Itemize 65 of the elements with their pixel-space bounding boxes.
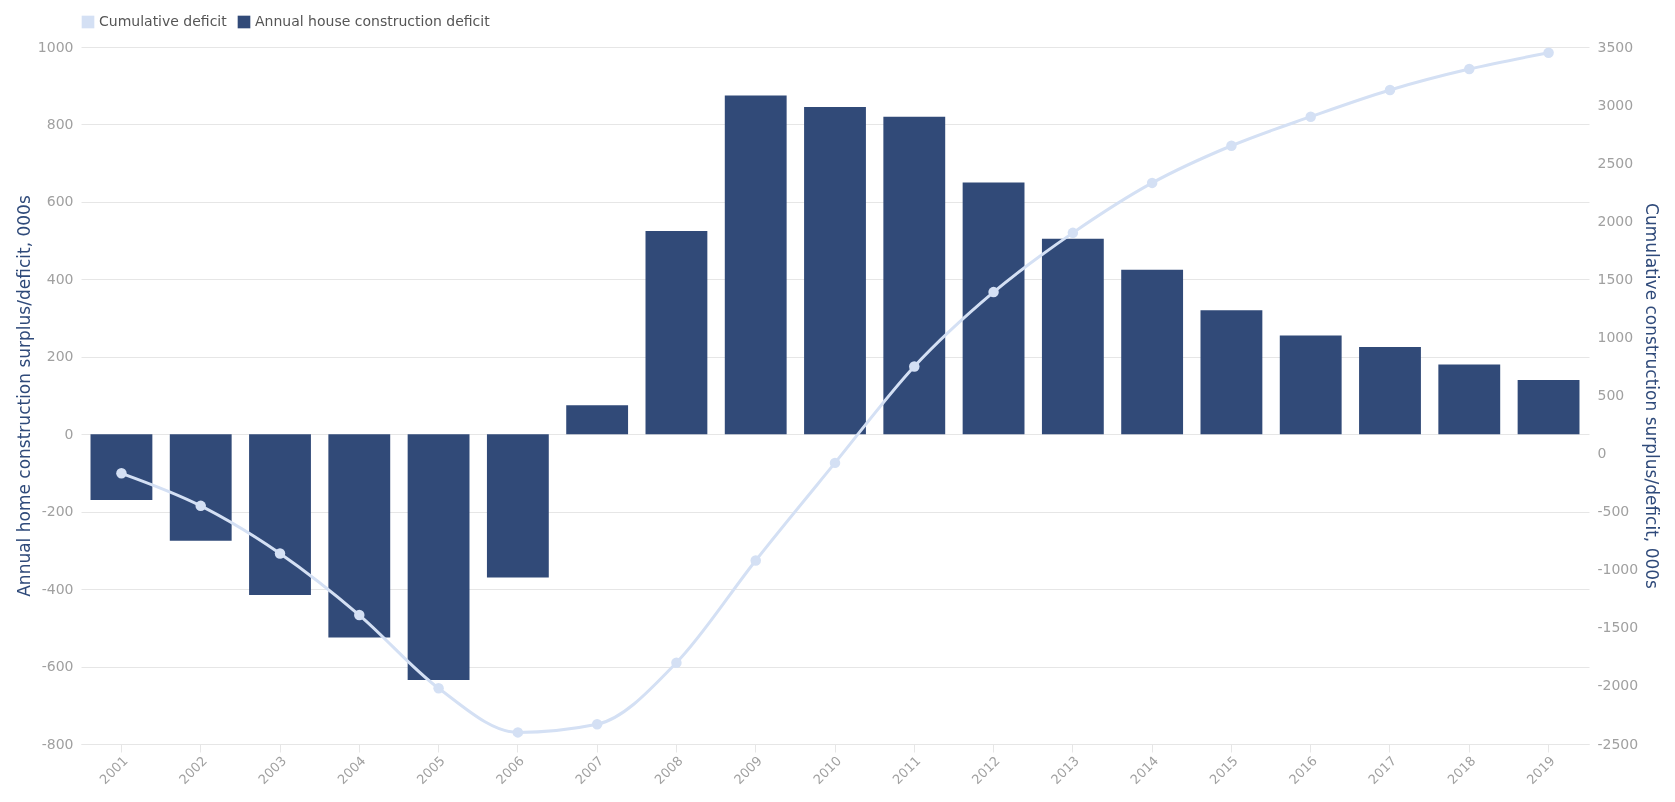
bar bbox=[328, 434, 391, 638]
bar bbox=[1359, 347, 1421, 435]
bar bbox=[883, 116, 946, 435]
point bbox=[591, 719, 603, 730]
y2-tick-label: 1500 bbox=[1597, 270, 1634, 287]
y-tick-label: -200 bbox=[41, 503, 74, 520]
point bbox=[433, 683, 444, 694]
y2-tick-label: -2000 bbox=[1597, 677, 1639, 694]
point bbox=[1067, 227, 1079, 239]
point bbox=[750, 555, 761, 566]
y2-tick-label: 2500 bbox=[1597, 154, 1634, 171]
y2-tick-label: 3500 bbox=[1597, 38, 1634, 55]
y2-tick-label: 0 bbox=[1597, 445, 1607, 462]
legend-label: Annual house construction deficit bbox=[255, 13, 491, 29]
bar bbox=[1438, 364, 1501, 435]
y-tick-label: 0 bbox=[64, 425, 74, 442]
point bbox=[116, 468, 127, 479]
point bbox=[1146, 177, 1158, 189]
bar bbox=[1279, 335, 1342, 435]
bar bbox=[566, 405, 629, 435]
point bbox=[1464, 63, 1475, 75]
bar bbox=[407, 434, 470, 681]
y2-tick-label: 3000 bbox=[1597, 96, 1634, 113]
y2-tick-label: -1000 bbox=[1597, 561, 1639, 578]
bar bbox=[1200, 310, 1263, 435]
y2-axis-title: Cumulative construction surplus/deficit, 000s bbox=[1642, 203, 1663, 590]
y2-tick-label: -500 bbox=[1597, 503, 1630, 520]
point bbox=[1226, 140, 1237, 151]
point bbox=[988, 286, 999, 298]
bar bbox=[486, 434, 549, 578]
bar bbox=[804, 107, 866, 435]
bar bbox=[169, 434, 232, 541]
bar bbox=[1041, 238, 1104, 435]
point bbox=[671, 657, 682, 668]
legend-label: Cumulative deficit bbox=[99, 13, 228, 29]
y-tick-label: -600 bbox=[41, 658, 74, 675]
y-axis-title: Annual home construction surplus/deficit, 000s bbox=[13, 195, 34, 597]
y-tick-label: 600 bbox=[46, 193, 74, 210]
bar bbox=[1517, 380, 1580, 435]
bar bbox=[645, 230, 708, 435]
point bbox=[1384, 84, 1396, 96]
bar bbox=[249, 434, 311, 595]
point bbox=[354, 609, 365, 621]
y2-tick-label: 1000 bbox=[1597, 328, 1634, 345]
y2-tick-label: -2500 bbox=[1597, 735, 1639, 752]
bar bbox=[90, 434, 153, 501]
y-tick-label: -400 bbox=[41, 580, 74, 597]
y2-tick-label: -1500 bbox=[1597, 619, 1639, 636]
point bbox=[195, 500, 206, 512]
point bbox=[829, 457, 841, 469]
y-tick-label: 800 bbox=[46, 115, 74, 132]
point bbox=[1543, 47, 1554, 59]
point bbox=[1305, 111, 1316, 122]
point bbox=[274, 548, 286, 559]
y-tick-label: 1000 bbox=[37, 38, 74, 55]
point bbox=[512, 727, 524, 738]
y-tick-label: -800 bbox=[41, 735, 74, 752]
bar bbox=[724, 95, 787, 435]
bar bbox=[1121, 269, 1184, 435]
y-tick-label: 200 bbox=[46, 348, 74, 365]
point bbox=[909, 361, 920, 372]
y2-tick-label: 500 bbox=[1597, 387, 1625, 403]
y-tick-label: 400 bbox=[46, 270, 74, 287]
y2-tick-label: 2000 bbox=[1597, 212, 1634, 229]
bar bbox=[962, 182, 1025, 435]
